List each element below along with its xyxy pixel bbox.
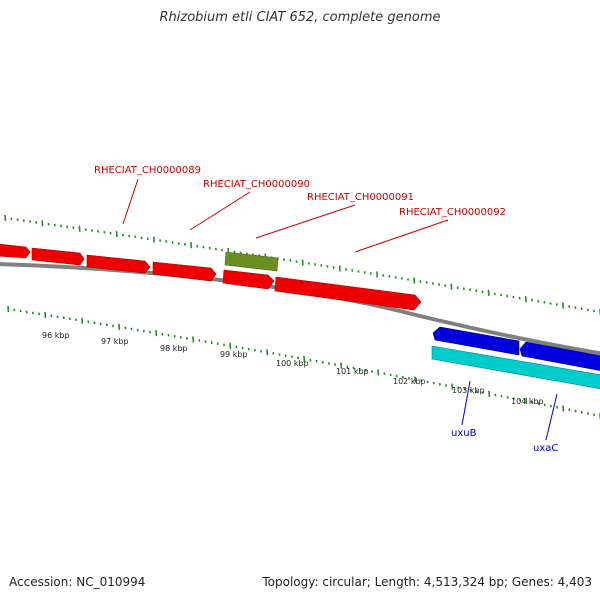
leader-line-blue — [461, 380, 471, 426]
gene-label-rheciat-ch0000089: RHECIAT_CH0000089 — [94, 165, 201, 176]
gene-arrow[interactable] — [0, 243, 31, 259]
gene-arrow-uxac[interactable] — [519, 341, 600, 371]
outer-tick-track — [4, 214, 600, 316]
gene-arrow-rheciat-ch0000092[interactable] — [274, 276, 422, 311]
tick-label: 99 kbp — [220, 350, 248, 359]
leader-line-red — [122, 178, 139, 225]
gene-arrow-uxub[interactable] — [432, 326, 520, 356]
leader-line-red — [354, 219, 449, 253]
tick-label: 100 kbp — [276, 359, 309, 368]
tick-label: 101 kbp — [336, 367, 369, 376]
map-title: Rhizobium etli CIAT 652, complete genome — [159, 10, 441, 25]
leader-line-red — [189, 191, 251, 231]
gene-label-rheciat-ch0000090: RHECIAT_CH0000090 — [203, 179, 310, 190]
tick-label: 96 kbp — [42, 331, 70, 340]
topology-summary-text: Topology: circular; Length: 4,513,324 bp… — [262, 575, 592, 589]
gene-label-rheciat-ch0000092: RHECIAT_CH0000092 — [399, 207, 506, 218]
tick-label: 98 kbp — [160, 344, 188, 353]
forward-genes — [0, 243, 422, 311]
gene-arrow[interactable] — [152, 261, 217, 282]
gene-arrow[interactable] — [31, 247, 85, 266]
gene-box-rheciat-ch0000090[interactable] — [224, 251, 279, 272]
gene-label-uxac: uxaC — [533, 443, 558, 454]
accession-text: Accession: NC_010994 — [9, 575, 146, 589]
reverse-genes — [431, 326, 600, 389]
gene-label-rheciat-ch0000091: RHECIAT_CH0000091 — [307, 192, 414, 203]
leader-line-blue — [545, 393, 558, 441]
tick-label: 104 kbp — [511, 397, 544, 406]
inner-tick-track — [7, 305, 600, 420]
tick-label: 97 kbp — [101, 337, 129, 346]
gene-arrow-rheciat-ch0000091[interactable] — [222, 269, 275, 290]
gene-arrow[interactable] — [86, 254, 151, 274]
tick-label: 102 kbp — [393, 377, 426, 386]
gene-arrow-cyan[interactable] — [431, 345, 600, 389]
leader-line-red — [255, 204, 356, 239]
label-leaders — [122, 178, 558, 441]
gene-label-uxub: uxuB — [451, 428, 477, 439]
